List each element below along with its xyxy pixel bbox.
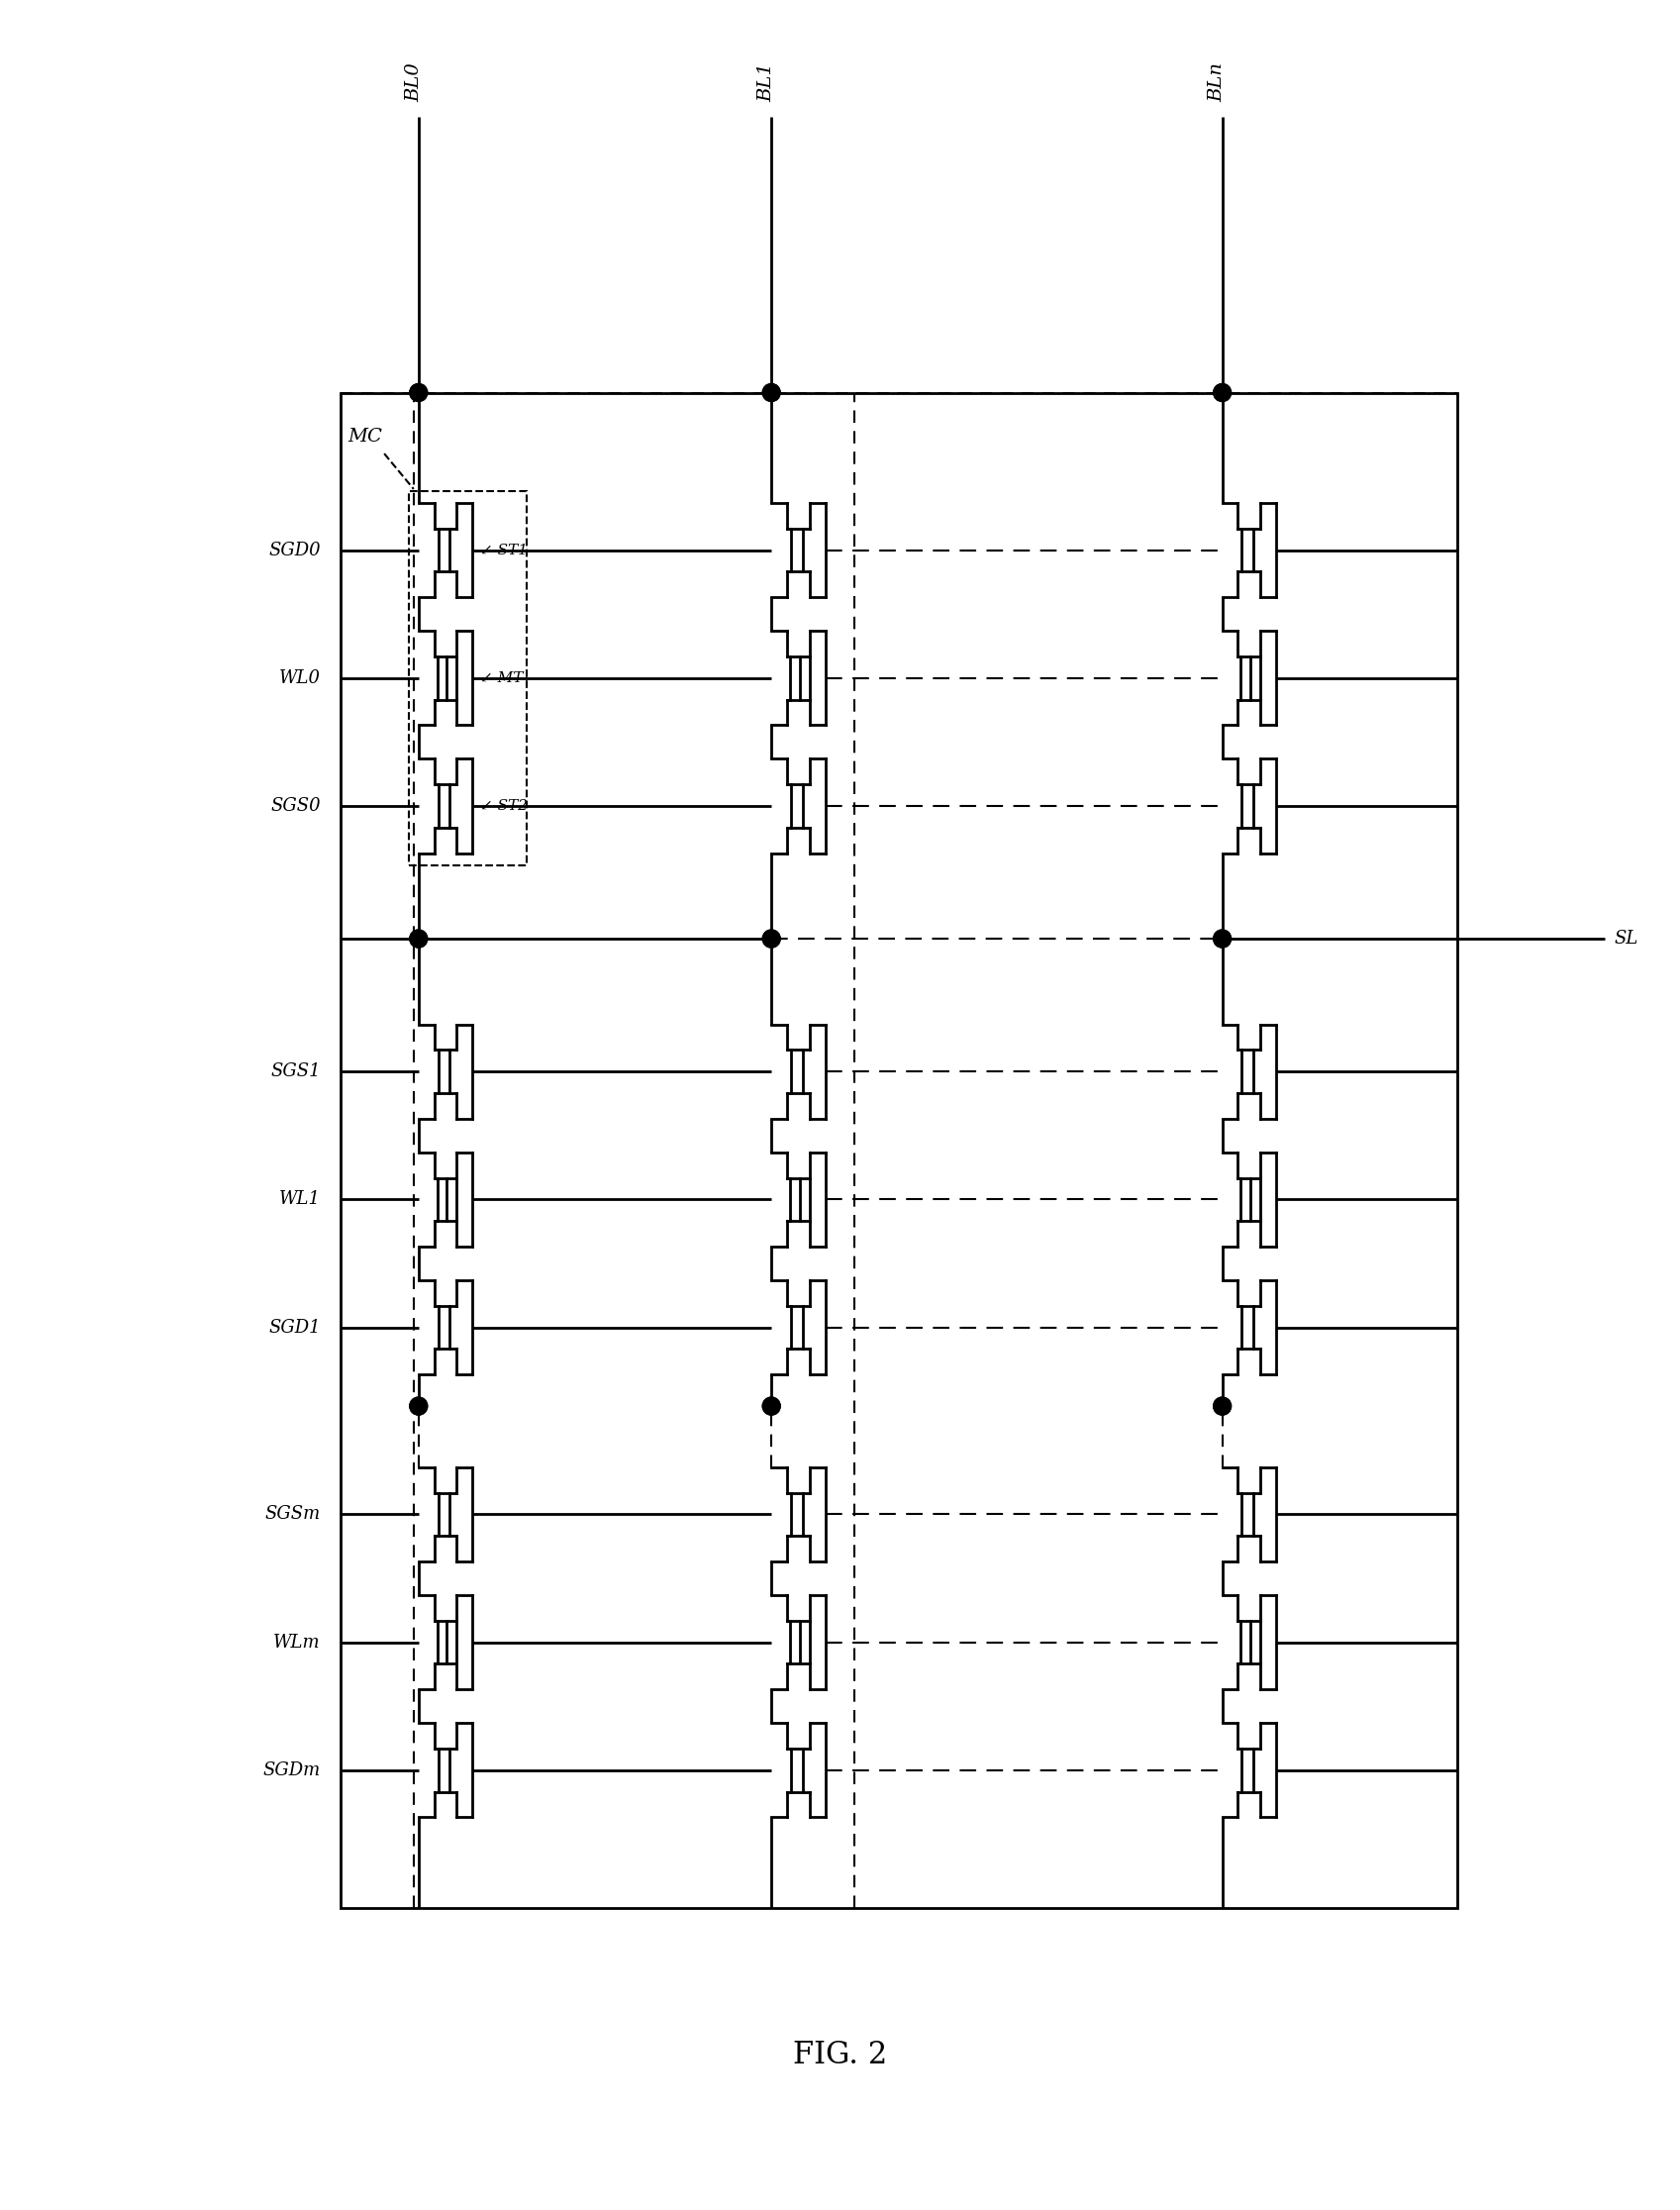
Text: BL0: BL0	[405, 62, 423, 102]
Circle shape	[1213, 930, 1231, 948]
Circle shape	[410, 1397, 427, 1414]
Circle shape	[410, 930, 427, 948]
Text: WLm: WLm	[274, 1633, 321, 1651]
Circle shape	[1213, 1397, 1231, 1414]
Text: MC: MC	[348, 429, 381, 446]
Circle shape	[763, 1397, 780, 1414]
Circle shape	[1213, 1397, 1231, 1414]
Text: SL: SL	[1614, 930, 1638, 948]
Circle shape	[1213, 385, 1231, 402]
Text: SGD0: SGD0	[269, 541, 321, 559]
Circle shape	[410, 385, 427, 402]
Text: SGD1: SGD1	[269, 1319, 321, 1337]
Circle shape	[1213, 385, 1231, 402]
Text: WL1: WL1	[279, 1191, 321, 1209]
Circle shape	[763, 930, 780, 948]
Text: ↙ ST2: ↙ ST2	[480, 800, 528, 813]
Bar	[408, 491, 526, 864]
Text: BL1: BL1	[758, 62, 776, 102]
Circle shape	[410, 1397, 427, 1414]
Circle shape	[1213, 930, 1231, 948]
Text: WL0: WL0	[279, 670, 321, 687]
Circle shape	[763, 385, 780, 402]
Circle shape	[763, 1397, 780, 1414]
Circle shape	[763, 385, 780, 402]
Text: ↙ MT: ↙ MT	[480, 672, 522, 685]
Text: BLn: BLn	[1208, 62, 1226, 102]
Text: SGDm: SGDm	[262, 1761, 321, 1779]
Text: FIG. 2: FIG. 2	[793, 2040, 887, 2071]
Bar	[339, 393, 1458, 1907]
Circle shape	[410, 385, 427, 402]
Circle shape	[410, 930, 427, 948]
Text: ↙ ST1: ↙ ST1	[480, 544, 528, 557]
Text: SGSm: SGSm	[265, 1505, 321, 1523]
Circle shape	[763, 930, 780, 948]
Text: SGS1: SGS1	[270, 1063, 321, 1081]
Text: SGS0: SGS0	[270, 798, 321, 815]
